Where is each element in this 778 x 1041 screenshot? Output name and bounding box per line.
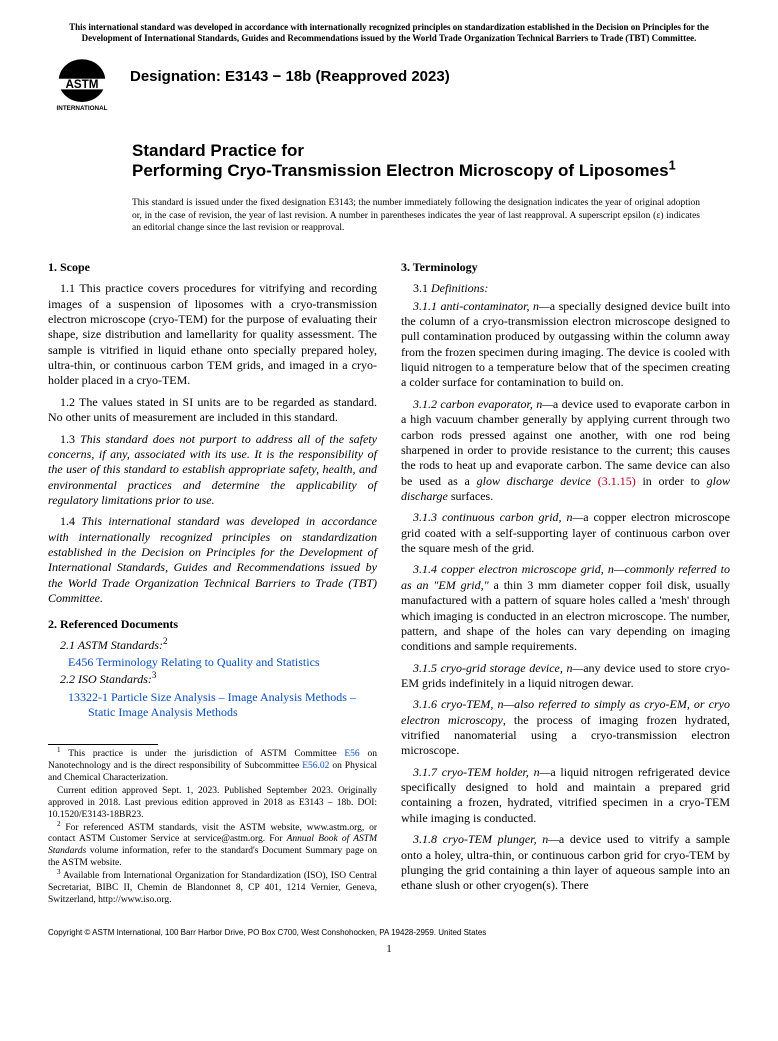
ref-13322-link[interactable]: 13322-1 Particle Size Analysis – Image A…	[48, 690, 377, 721]
para-1-2: 1.2 The values stated in SI units are to…	[48, 395, 377, 426]
title-block: Standard Practice for Performing Cryo-Tr…	[132, 141, 730, 182]
def-3-1-7: 3.1.7 cryo-TEM holder, n—a liquid nitrog…	[401, 765, 730, 826]
issuance-note: This standard is issued under the fixed …	[132, 197, 700, 234]
page-number: 1	[48, 943, 730, 955]
fn2-text: For referenced ASTM standards, visit the…	[48, 823, 377, 869]
svg-text:ASTM: ASTM	[66, 77, 99, 90]
title-main-text: Performing Cryo-Transmission Electron Mi…	[132, 161, 669, 180]
ref-2-2-label: 2.2 ISO Standards:	[60, 672, 152, 686]
section-3-head: 3. Terminology	[401, 260, 730, 275]
def-3-1-5-term: 3.1.5 cryo-grid storage device, n—	[413, 661, 583, 675]
title-main: Performing Cryo-Transmission Electron Mi…	[132, 161, 730, 181]
fn3-text: Available from International Organizatio…	[48, 871, 377, 905]
footnote-2: 2 For referenced ASTM standards, visit t…	[48, 823, 377, 871]
copyright-notice: Copyright © ASTM International, 100 Barr…	[48, 928, 730, 937]
def-3-1-2-term: 3.1.2 carbon evaporator, n—	[413, 397, 553, 411]
def-3-1-8: 3.1.8 cryo-TEM plunger, n—a device used …	[401, 832, 730, 893]
def-3-1-1-term: 3.1.1 anti-contaminator, n—	[413, 299, 550, 313]
svg-text:INTERNATIONAL: INTERNATIONAL	[57, 104, 108, 111]
ref-2-1-label: 2.1 ASTM Standards:	[60, 638, 163, 652]
def-3-1-2-i1: glow discharge device	[477, 474, 591, 488]
para-1-3-text: This standard does not purport to addres…	[48, 432, 377, 507]
page-container: This international standard was develope…	[0, 0, 778, 975]
def-3-1-6: 3.1.6 cryo-TEM, n—also referred to simpl…	[401, 697, 730, 758]
para-1-3: 1.3 This standard does not purport to ad…	[48, 432, 377, 509]
def-3-1-7-term: 3.1.7 cryo-TEM holder, n—	[413, 765, 550, 779]
fn1-link-e56[interactable]: E56	[344, 749, 359, 759]
para-1-1: 1.1 This practice covers procedures for …	[48, 281, 377, 389]
para-1-4: 1.4 This international standard was deve…	[48, 514, 377, 606]
ref-2-2-sup: 3	[152, 670, 157, 680]
def-3-1-4: 3.1.4 copper electron microscope grid, n…	[401, 562, 730, 654]
def-3-1-2-b: in order to	[636, 474, 707, 488]
section-2-head: 2. Referenced Documents	[48, 617, 377, 632]
para-1-4-text: This international standard was develope…	[48, 514, 377, 605]
footnote-1b: Current edition approved Sept. 1, 2023. …	[48, 786, 377, 822]
def-3-1-3-term: 3.1.3 continuous carbon grid, n—	[413, 510, 583, 524]
right-column: 3. Terminology 3.1 Definitions: 3.1.1 an…	[401, 258, 730, 907]
title-prefix: Standard Practice for	[132, 141, 730, 161]
ref-2-1: 2.1 ASTM Standards:2	[48, 638, 377, 653]
footnote-separator	[48, 744, 158, 745]
def-3-1-2-crossref[interactable]: (3.1.15)	[598, 474, 636, 488]
footnote-3: 3 Available from International Organizat…	[48, 871, 377, 907]
def-3-1-3: 3.1.3 continuous carbon grid, n—a copper…	[401, 510, 730, 556]
header-row: ASTM INTERNATIONAL Designation: E3143 − …	[48, 59, 730, 113]
ref-2-1-sup: 2	[163, 636, 168, 646]
designation-text: Designation: E3143 − 18b (Reapproved 202…	[130, 59, 450, 85]
astm-logo: ASTM INTERNATIONAL	[48, 59, 116, 113]
fn1-link-e5602[interactable]: E56.02	[302, 761, 329, 771]
fn1-a: This practice is under the jurisdiction …	[61, 749, 345, 759]
def-3-1-2: 3.1.2 carbon evaporator, n—a device used…	[401, 397, 730, 505]
definitions-label: 3.1 Definitions:	[401, 281, 730, 296]
def-3-1-8-term: 3.1.8 cryo-TEM plunger, n—	[413, 832, 559, 846]
footnote-1: 1 This practice is under the jurisdictio…	[48, 749, 377, 785]
section-1-head: 1. Scope	[48, 260, 377, 275]
def-3-1-5: 3.1.5 cryo-grid storage device, n—any de…	[401, 661, 730, 692]
ref-e456-link[interactable]: E456 Terminology Relating to Quality and…	[48, 655, 377, 670]
top-committee-note: This international standard was develope…	[48, 22, 730, 45]
title-sup: 1	[669, 157, 676, 172]
left-column: 1. Scope 1.1 This practice covers proced…	[48, 258, 377, 907]
columns-container: 1. Scope 1.1 This practice covers proced…	[48, 258, 730, 907]
ref-2-2: 2.2 ISO Standards:3	[48, 672, 377, 687]
def-3-1-2-c: surfaces.	[448, 489, 493, 503]
def-3-1-1: 3.1.1 anti-contaminator, n—a specially d…	[401, 299, 730, 391]
